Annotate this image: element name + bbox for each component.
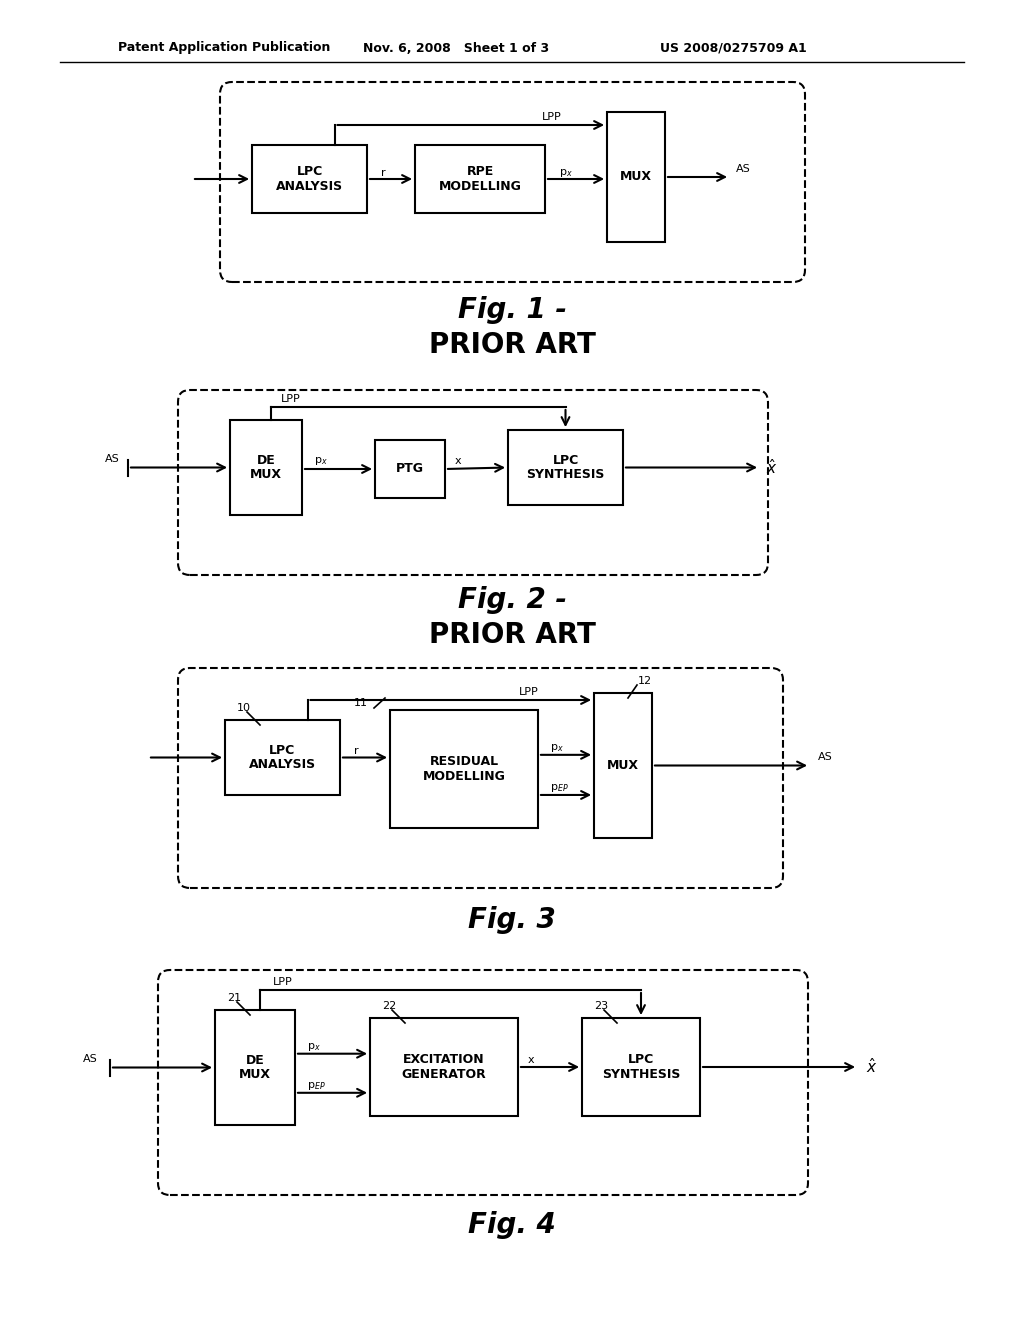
Text: LPC
ANALYSIS: LPC ANALYSIS [275, 165, 343, 193]
Text: AS: AS [105, 454, 120, 463]
Text: EXCITATION
GENERATOR: EXCITATION GENERATOR [401, 1053, 486, 1081]
Text: 10: 10 [237, 704, 251, 713]
Text: MUX: MUX [607, 759, 639, 772]
Bar [582, 1018, 700, 1115]
Text: PRIOR ART: PRIOR ART [429, 620, 595, 649]
Text: PRIOR ART: PRIOR ART [429, 331, 595, 359]
Bar [594, 693, 652, 838]
Text: Fig. 1 -: Fig. 1 - [458, 296, 566, 323]
Bar [225, 719, 340, 795]
Bar [607, 112, 665, 242]
Text: DE
MUX: DE MUX [239, 1053, 271, 1081]
Text: p$_{EP}$: p$_{EP}$ [307, 1080, 326, 1092]
Bar [370, 1018, 518, 1115]
Text: 11: 11 [354, 698, 368, 708]
Text: Fig. 4: Fig. 4 [468, 1210, 556, 1239]
Text: AS: AS [83, 1053, 98, 1064]
Text: Patent Application Publication: Patent Application Publication [118, 41, 331, 54]
Bar [230, 420, 302, 515]
Bar [415, 145, 545, 213]
Text: AS: AS [736, 164, 751, 174]
Text: LPP: LPP [542, 112, 562, 121]
Text: p$_x$: p$_x$ [559, 168, 572, 180]
Text: $\hat{x}$: $\hat{x}$ [766, 458, 777, 477]
Text: 21: 21 [227, 993, 241, 1003]
Text: PTG: PTG [396, 462, 424, 475]
Text: LPP: LPP [281, 393, 301, 404]
Text: LPC
SYNTHESIS: LPC SYNTHESIS [602, 1053, 680, 1081]
Text: Fig. 3: Fig. 3 [468, 906, 556, 935]
Text: $\hat{x}$: $\hat{x}$ [866, 1057, 878, 1076]
Text: r: r [354, 746, 358, 755]
Bar [375, 440, 445, 498]
Text: x: x [455, 455, 462, 466]
Bar [215, 1010, 295, 1125]
Bar [508, 430, 623, 506]
Text: 23: 23 [594, 1001, 608, 1011]
Bar [390, 710, 538, 828]
Text: LPP: LPP [273, 977, 293, 987]
Text: LPC
SYNTHESIS: LPC SYNTHESIS [526, 454, 605, 482]
Text: DE
MUX: DE MUX [250, 454, 282, 482]
Text: Nov. 6, 2008   Sheet 1 of 3: Nov. 6, 2008 Sheet 1 of 3 [362, 41, 549, 54]
Text: Fig. 2 -: Fig. 2 - [458, 586, 566, 614]
Text: RESIDUAL
MODELLING: RESIDUAL MODELLING [423, 755, 506, 783]
Text: LPP: LPP [519, 686, 539, 697]
Text: p$_x$: p$_x$ [550, 742, 564, 754]
Text: r: r [381, 168, 386, 178]
Text: LPC
ANALYSIS: LPC ANALYSIS [249, 743, 316, 771]
Text: 12: 12 [638, 676, 652, 686]
Text: x: x [528, 1055, 535, 1065]
Text: RPE
MODELLING: RPE MODELLING [438, 165, 521, 193]
Bar [252, 145, 367, 213]
Text: AS: AS [818, 752, 833, 763]
Text: p$_x$: p$_x$ [307, 1040, 321, 1053]
Text: 22: 22 [382, 1001, 396, 1011]
Text: p$_{EP}$: p$_{EP}$ [550, 781, 568, 793]
Text: MUX: MUX [620, 170, 652, 183]
Text: US 2008/0275709 A1: US 2008/0275709 A1 [660, 41, 807, 54]
Text: p$_x$: p$_x$ [314, 455, 328, 467]
